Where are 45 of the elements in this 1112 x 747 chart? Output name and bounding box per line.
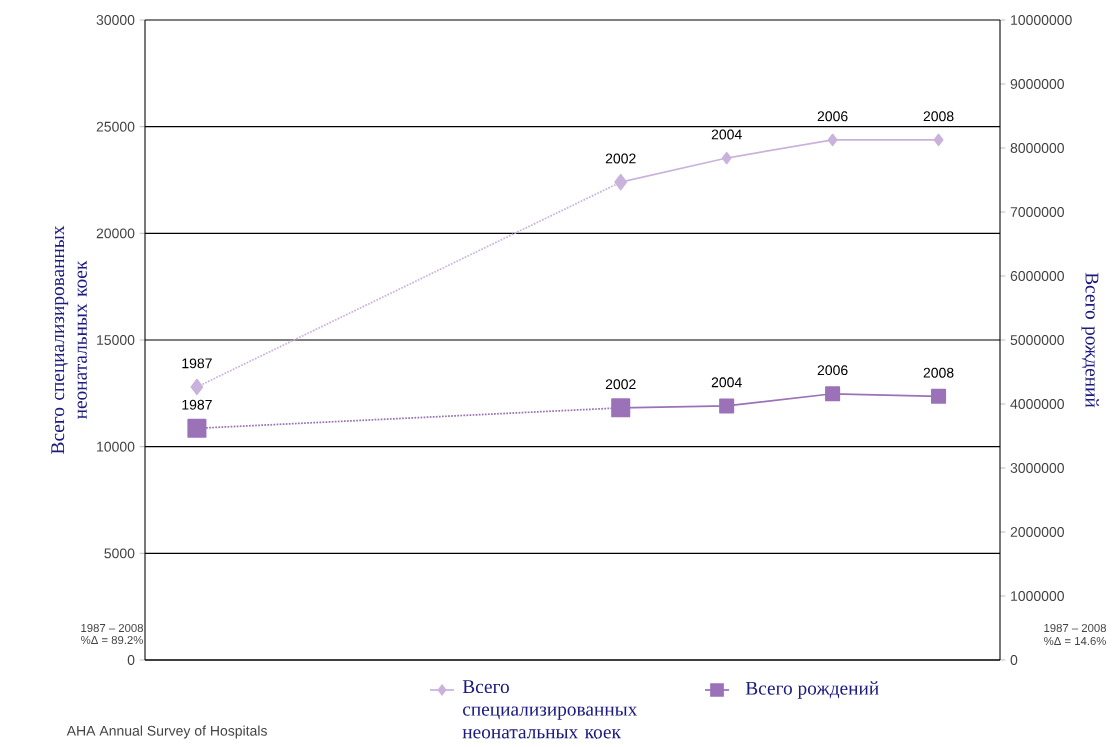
text: 1987 – 2008 bbox=[1044, 624, 1107, 632]
annotation: 2006 bbox=[817, 365, 848, 376]
annotation: 2008 bbox=[923, 367, 954, 378]
y2-tick-label: 4000000 bbox=[1010, 399, 1064, 409]
annotation: 2002 bbox=[605, 153, 636, 164]
y2-tick-label: 6000000 bbox=[1010, 271, 1064, 281]
annotation: 2008 bbox=[923, 111, 954, 122]
y2-tick-label: 7000000 bbox=[1010, 207, 1064, 217]
y2-tick-label: 9000000 bbox=[1010, 79, 1064, 89]
y-tick-label: 15000 bbox=[97, 335, 135, 345]
annotation: 2004 bbox=[711, 129, 742, 140]
annotation: 1987 bbox=[182, 399, 212, 410]
y2-tick-label: 2000000 bbox=[1010, 527, 1064, 537]
y-tick-label: 30000 bbox=[96, 15, 135, 25]
text: %Δ = 89.2% bbox=[81, 636, 143, 645]
y-tick-label: 20000 bbox=[96, 228, 135, 239]
y-tick-label: 10000 bbox=[97, 441, 135, 452]
text: %Δ = 14.6% bbox=[1044, 637, 1106, 646]
y2-axis-title: Всего рождений bbox=[1081, 272, 1099, 408]
point bbox=[190, 378, 204, 396]
y-axis-title: Всего специализированных неонатальных коек bbox=[51, 225, 87, 454]
y2-tick-label: 0 bbox=[1010, 655, 1018, 665]
point bbox=[933, 133, 944, 147]
y-tick-label: 5000 bbox=[104, 548, 135, 559]
text: 1987 – 2008 bbox=[81, 624, 144, 632]
annotation: 2004 bbox=[711, 377, 742, 388]
text: AHA Annual Survey of Hospitals bbox=[66, 725, 267, 739]
y2-tick-label: 5000000 bbox=[1010, 335, 1064, 345]
y-tick-label: 0 bbox=[127, 655, 135, 665]
y2-tick-label: 8000000 bbox=[1010, 143, 1064, 153]
legend-label: Всего рождений bbox=[745, 681, 879, 699]
point bbox=[721, 151, 732, 165]
annotation: 2006 bbox=[817, 111, 848, 122]
point bbox=[187, 418, 207, 438]
annotation: 2002 bbox=[605, 379, 636, 390]
point bbox=[827, 133, 838, 147]
point bbox=[931, 388, 947, 404]
y2-tick-label: 1000000 bbox=[1011, 591, 1064, 601]
y-tick-label: 25000 bbox=[96, 121, 135, 132]
point bbox=[719, 398, 735, 414]
legend-label: Всего специализированных неонатальных коек bbox=[462, 680, 638, 739]
y2-tick-label: 3000000 bbox=[1010, 463, 1064, 473]
annotation: 1987 bbox=[182, 358, 212, 369]
point bbox=[825, 386, 841, 402]
y2-tick-label: 10000000 bbox=[1011, 15, 1072, 25]
